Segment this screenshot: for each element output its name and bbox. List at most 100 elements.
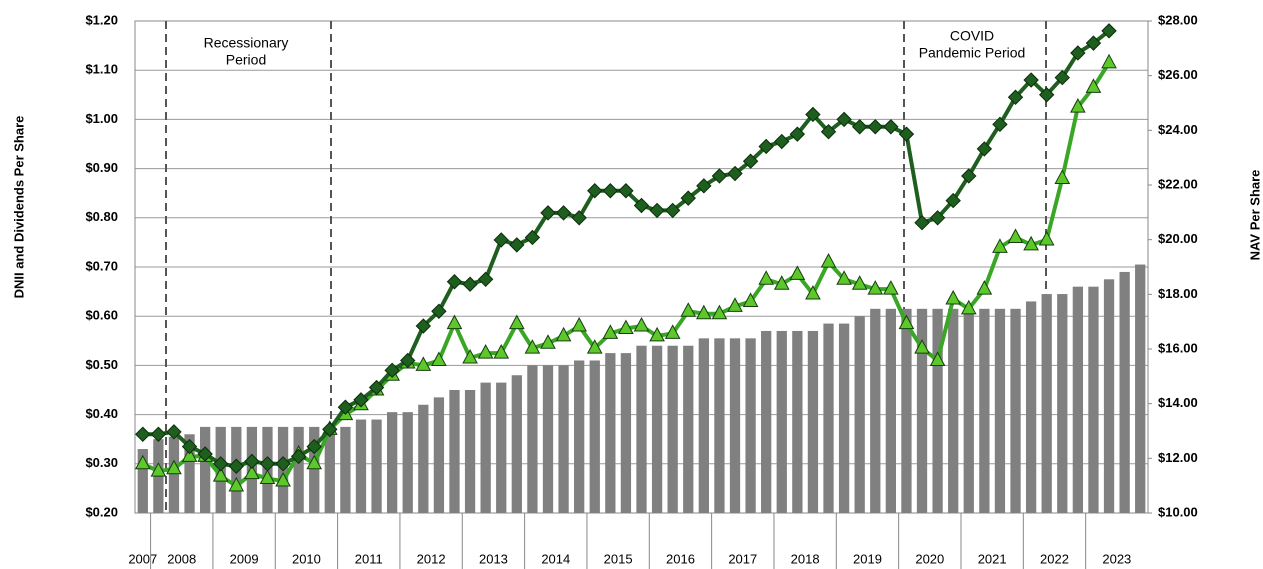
triangle-marker	[477, 344, 494, 359]
diamond-marker	[290, 448, 307, 465]
diamond-marker	[337, 399, 354, 415]
y2-tick-label: $18.00	[1158, 286, 1198, 301]
bar	[589, 360, 600, 513]
bar	[137, 449, 148, 513]
triangle-marker	[836, 270, 852, 285]
y2-axis-title: NAV Per Share	[1247, 170, 1262, 261]
diamond-marker	[587, 183, 603, 199]
diamond-marker	[197, 446, 213, 462]
diamond-marker	[1023, 72, 1039, 88]
triangle-marker	[415, 356, 432, 371]
triangle-marker	[1070, 98, 1086, 113]
x-tick-label: 2022	[1040, 551, 1069, 566]
diamond-marker	[213, 456, 229, 472]
triangle-marker	[228, 476, 245, 492]
diamond-marker	[774, 133, 790, 150]
triangle-marker	[711, 304, 728, 320]
bar	[854, 316, 865, 513]
bar	[402, 412, 413, 513]
triangle-marker	[805, 285, 821, 300]
bar	[527, 365, 538, 513]
bar	[1088, 286, 1099, 513]
triangle-marker	[851, 275, 868, 290]
y-tick-label: $0.30	[85, 455, 118, 470]
y-tick-label: $0.50	[85, 357, 118, 372]
bar	[340, 426, 351, 513]
bar	[184, 434, 195, 513]
triangle-marker	[493, 344, 510, 359]
triangle-marker	[742, 292, 759, 307]
diamond-marker	[820, 123, 837, 140]
bar	[574, 360, 585, 513]
x-tick-label: 2016	[666, 551, 695, 566]
x-tick-label: 2018	[791, 551, 820, 566]
bar	[761, 330, 772, 513]
triangle-marker	[898, 314, 915, 330]
diamond-marker	[1038, 87, 1055, 103]
x-tick-label: 2008	[167, 551, 196, 566]
bar	[776, 330, 787, 513]
diamond-marker	[150, 426, 167, 442]
bar	[418, 404, 429, 513]
diamond-marker	[259, 456, 276, 472]
x-tick-label: 2014	[541, 551, 570, 566]
x-tick-label: 2013	[479, 551, 508, 566]
bar	[901, 308, 912, 513]
diamond-marker	[789, 126, 806, 142]
triangle-marker	[1007, 228, 1024, 243]
diamond-marker	[945, 192, 961, 209]
x-tick-label: 2023	[1102, 551, 1131, 566]
bar	[636, 345, 647, 513]
y-tick-label: $0.70	[85, 258, 118, 273]
bar	[916, 308, 928, 513]
diamond-marker	[555, 205, 572, 221]
diamond-marker	[384, 362, 400, 379]
bar	[1041, 294, 1052, 513]
triangle-marker	[696, 304, 712, 320]
diamond-marker	[836, 111, 852, 128]
annotation: Pandemic Period	[919, 45, 1026, 61]
bar	[1025, 301, 1037, 513]
triangle-marker	[758, 270, 775, 285]
diamond-marker	[914, 215, 930, 231]
bar	[387, 412, 398, 513]
triangle-marker	[929, 351, 946, 366]
triangle-marker	[633, 316, 650, 332]
bar	[885, 308, 896, 513]
y2-tick-label: $24.00	[1158, 122, 1198, 137]
triangle-marker	[1038, 230, 1055, 246]
bar	[729, 338, 741, 513]
triangle-marker	[166, 459, 182, 475]
diamond-marker	[322, 421, 338, 438]
triangle-marker	[462, 348, 478, 364]
diamond-marker	[758, 138, 774, 155]
triangle-marker	[1101, 53, 1117, 69]
triangle-marker	[867, 280, 884, 295]
bar	[1010, 308, 1021, 513]
annotation: Recessionary	[204, 35, 289, 51]
bar	[511, 375, 522, 513]
bar	[464, 390, 476, 513]
bar	[168, 436, 180, 513]
triangle-marker	[1085, 78, 1102, 93]
diamond-marker	[540, 205, 556, 221]
y-tick-label: $1.20	[85, 12, 118, 27]
bar	[651, 345, 663, 513]
bar	[324, 426, 335, 513]
triangle-marker	[555, 326, 572, 342]
bar	[542, 365, 554, 513]
triangle-marker	[883, 280, 899, 295]
bar	[605, 353, 616, 513]
y-tick-label: $0.90	[85, 160, 118, 175]
diamond-marker	[929, 210, 946, 226]
diamond-marker	[181, 438, 198, 455]
triangle-marker	[649, 326, 665, 342]
triangle-marker	[540, 334, 556, 349]
triangle-marker	[524, 339, 541, 354]
diamond-marker	[509, 237, 525, 253]
bar	[1072, 286, 1084, 513]
triangle-marker	[680, 302, 697, 317]
x-tick-label: 2015	[604, 551, 633, 566]
diamond-marker	[1007, 89, 1024, 105]
diamond-marker	[664, 202, 681, 219]
